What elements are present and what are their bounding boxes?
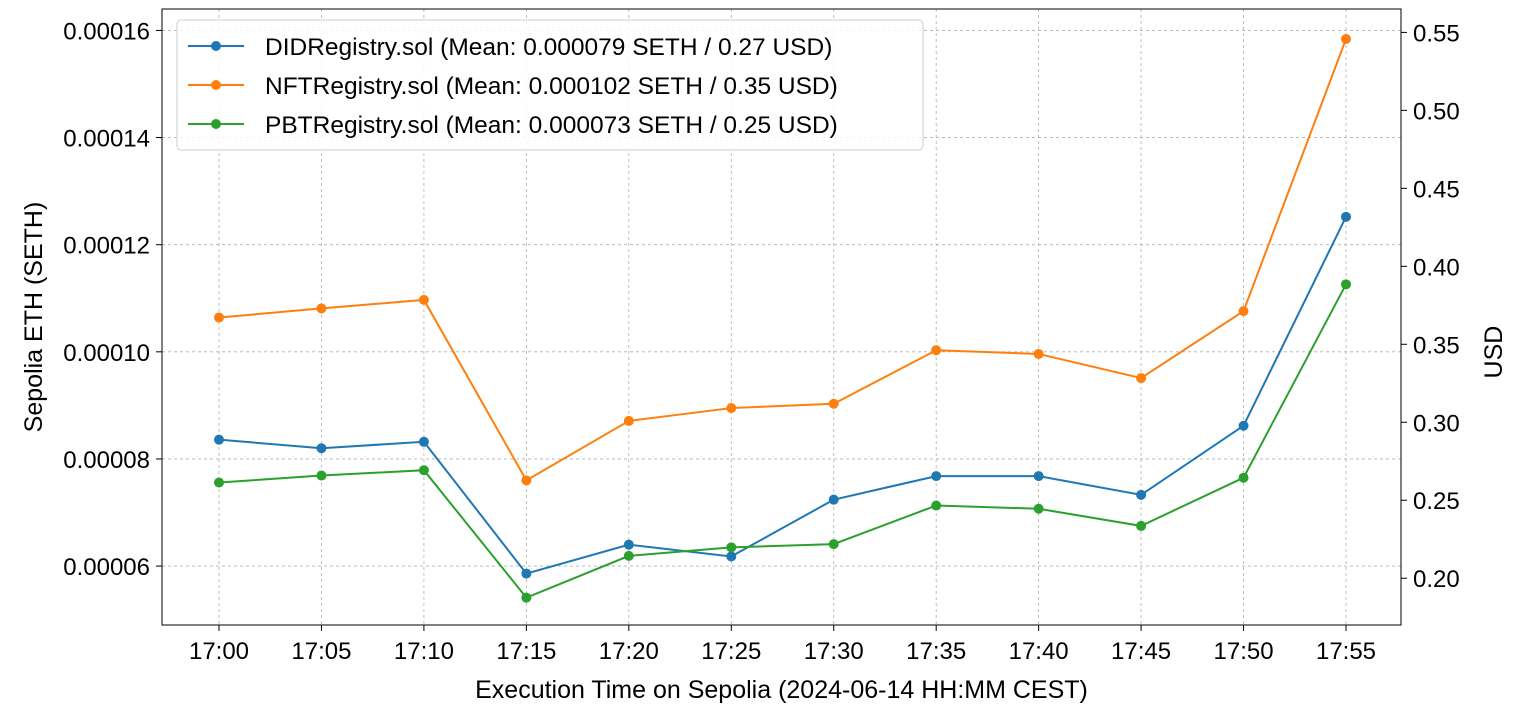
data-point <box>214 312 224 323</box>
data-point <box>1033 348 1044 359</box>
data-point <box>828 398 839 409</box>
series-line <box>218 38 1347 482</box>
series-2 <box>214 33 1351 486</box>
legend-item: PBTRegistry.sol (Mean: 0.000073 SETH / 0… <box>188 112 838 139</box>
y-tick-label-right: 0.50 <box>1413 98 1460 125</box>
data-point <box>521 475 532 486</box>
data-point <box>828 539 839 550</box>
legend-box <box>176 19 924 151</box>
data-point <box>316 470 327 481</box>
x-tick-label: 17:50 <box>1214 638 1274 665</box>
series-3 <box>214 279 1351 603</box>
data-point <box>828 494 839 505</box>
x-tick-label: 17:55 <box>1316 638 1376 665</box>
y-tick-label-left: 0.00014 <box>63 126 150 153</box>
x-tick-label: 17:10 <box>394 638 454 665</box>
data-point <box>726 403 737 414</box>
x-tick-label: 17:05 <box>291 638 351 665</box>
series-layer <box>214 33 1351 603</box>
series-line <box>218 283 1347 599</box>
y-tick-label-right: 0.35 <box>1413 332 1460 359</box>
y-axis-label-left: Sepolia ETH (SETH) <box>20 202 48 433</box>
data-point <box>931 500 942 511</box>
data-point <box>1341 279 1351 290</box>
x-tick-label: 17:40 <box>1009 638 1069 665</box>
data-point <box>521 592 532 603</box>
legend-item: DIDRegistry.sol (Mean: 0.000079 SETH / 0… <box>188 34 832 61</box>
data-point <box>521 568 532 579</box>
legend: DIDRegistry.sol (Mean: 0.000079 SETH / 0… <box>176 19 924 151</box>
data-point <box>1033 503 1044 514</box>
data-point <box>1238 420 1249 431</box>
data-point <box>1136 489 1147 500</box>
data-point <box>418 465 429 476</box>
data-point <box>1341 33 1351 44</box>
x-tick-label: 17:45 <box>1111 638 1171 665</box>
data-point <box>726 542 737 553</box>
y-tick-label-right: 0.30 <box>1413 410 1460 437</box>
x-tick-label: 17:00 <box>189 638 249 665</box>
x-tick-label: 17:30 <box>804 638 864 665</box>
y-tick-label-right: 0.45 <box>1413 176 1460 203</box>
y-tick-label-left: 0.00006 <box>63 554 150 581</box>
legend-label: DIDRegistry.sol (Mean: 0.000079 SETH / 0… <box>265 34 832 61</box>
y-tick-label-left: 0.00010 <box>63 340 150 367</box>
x-axis-label: Execution Time on Sepolia (2024-06-14 HH… <box>475 676 1088 704</box>
x-tick-label: 17:35 <box>906 638 966 665</box>
legend-marker <box>211 119 221 129</box>
legend-label: PBTRegistry.sol (Mean: 0.000073 SETH / 0… <box>265 112 838 139</box>
data-point <box>623 415 634 426</box>
y-tick-label-right: 0.55 <box>1413 20 1460 47</box>
data-point <box>1136 373 1147 384</box>
legend-label: NFTRegistry.sol (Mean: 0.000102 SETH / 0… <box>265 73 838 100</box>
data-point <box>726 551 737 562</box>
y-tick-label-left: 0.00008 <box>63 447 150 474</box>
data-point <box>1341 211 1351 222</box>
data-point <box>316 303 327 314</box>
data-point <box>1136 520 1147 531</box>
x-tick-label: 17:20 <box>599 638 659 665</box>
y-axis-label-right: USD <box>1480 326 1508 379</box>
data-point <box>1238 306 1249 317</box>
series-1 <box>214 211 1351 579</box>
x-tick-label: 17:15 <box>496 638 556 665</box>
data-point <box>931 471 942 482</box>
data-point <box>1238 472 1249 483</box>
data-point <box>214 434 224 445</box>
data-point <box>214 477 224 488</box>
legend-marker <box>211 41 221 51</box>
axes-layer: 17:00 17:05 17:10 17:15 17:20 17:25 17:30 17:35… <box>63 18 1459 665</box>
data-point <box>1033 471 1044 482</box>
data-point <box>418 294 429 305</box>
x-tick-label: 17:25 <box>701 638 761 665</box>
plot-frame <box>161 8 1402 626</box>
data-point <box>418 436 429 447</box>
y-tick-label-right: 0.25 <box>1413 488 1460 515</box>
legend-marker <box>211 80 221 90</box>
legend-item: NFTRegistry.sol (Mean: 0.000102 SETH / 0… <box>188 73 838 100</box>
series-line <box>218 216 1347 575</box>
data-point <box>316 443 327 454</box>
data-point <box>623 539 634 550</box>
data-point <box>623 550 634 561</box>
y-tick-label-right: 0.40 <box>1413 254 1460 281</box>
y-tick-label-left: 0.00012 <box>63 233 150 260</box>
y-tick-label-left: 0.00016 <box>63 18 150 45</box>
data-point <box>931 345 942 356</box>
y-tick-label-right: 0.20 <box>1413 566 1460 593</box>
